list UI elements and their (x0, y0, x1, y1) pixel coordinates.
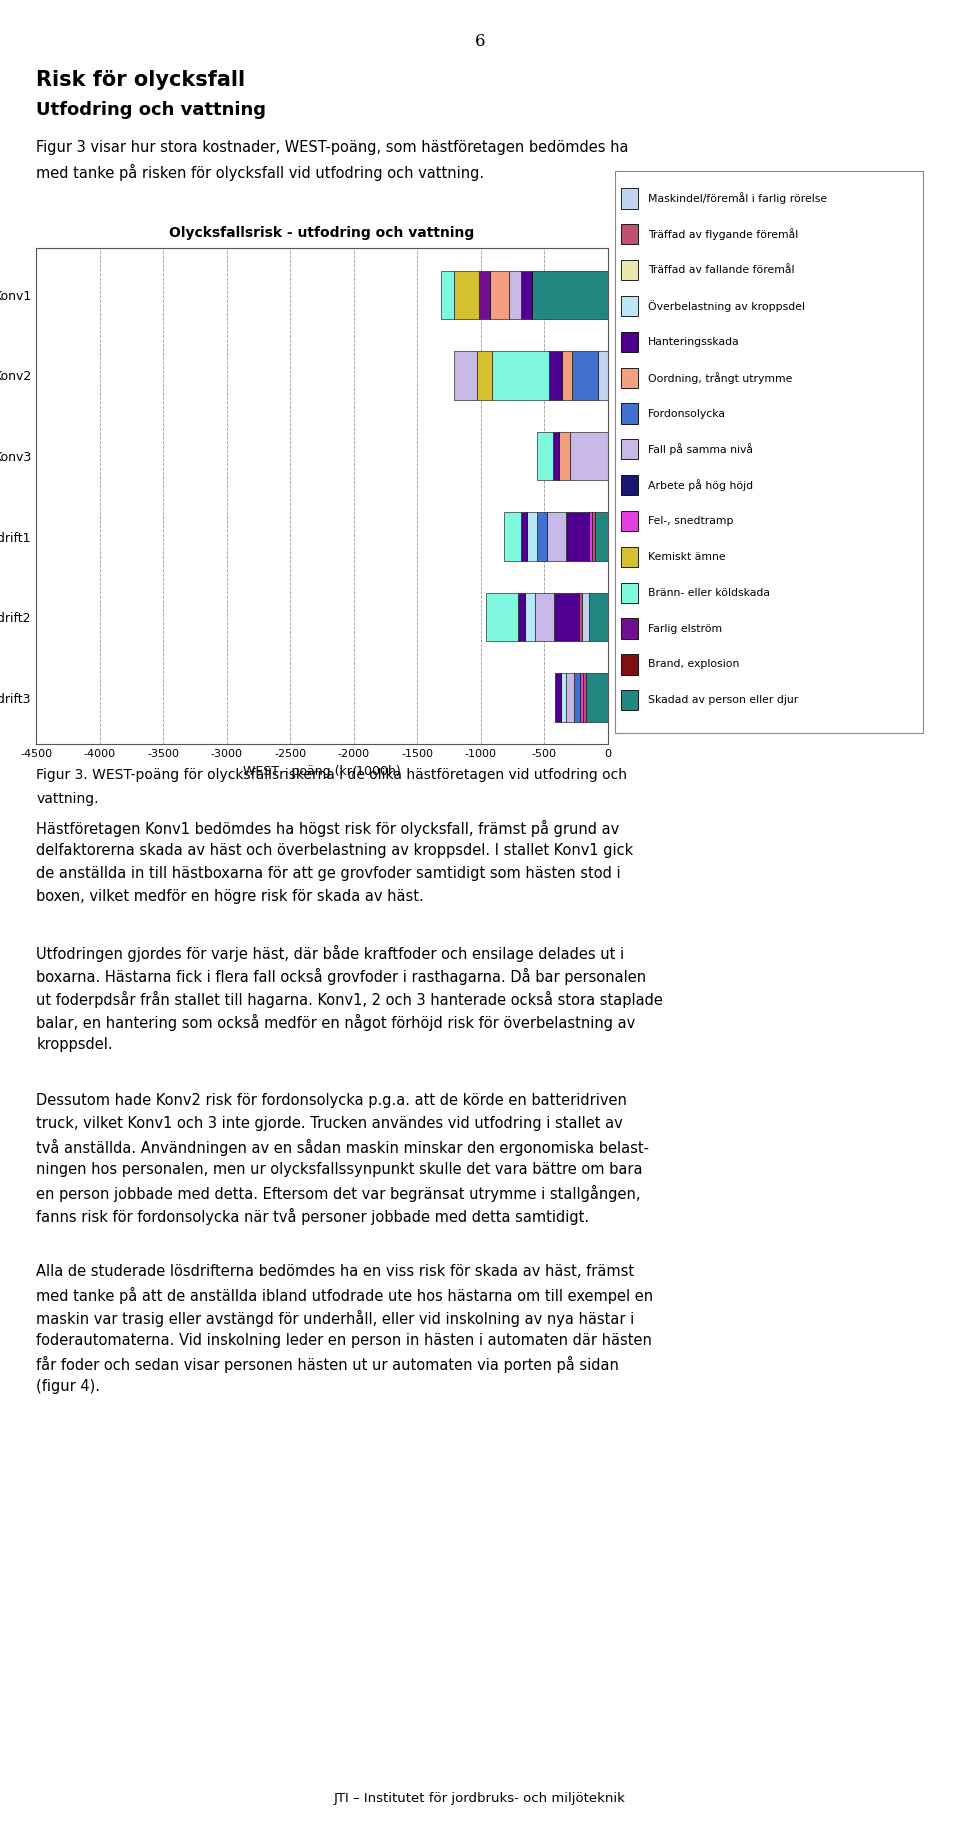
Text: delfaktorerna skada av häst och överbelastning av kroppsdel. I stallet Konv1 gic: delfaktorerna skada av häst och överbela… (36, 842, 634, 858)
Text: boxarna. Hästarna fick i flera fall också grovfoder i rasthagarna. Då bar person: boxarna. Hästarna fick i flera fall ocks… (36, 967, 647, 985)
Bar (555, 673, 562, 722)
Bar (589, 513, 591, 561)
Text: Farlig elström: Farlig elström (648, 623, 722, 634)
Bar (454, 351, 477, 399)
Text: Kemiskt ämne: Kemiskt ämne (648, 551, 726, 562)
Text: Utfodring och vattning: Utfodring och vattning (36, 101, 267, 119)
Bar (562, 673, 566, 722)
Text: (figur 4).: (figur 4). (36, 1378, 101, 1393)
Bar (509, 270, 521, 320)
Bar (527, 513, 538, 561)
Text: vattning.: vattning. (36, 792, 99, 807)
Bar (549, 351, 562, 399)
Bar (562, 351, 572, 399)
Text: Utfodringen gjordes för varje häst, där både kraftfoder och ensilage delades ut : Utfodringen gjordes för varje häst, där … (36, 945, 625, 961)
Bar (574, 673, 581, 722)
Text: foderautomaterna. Vid inskolning leder en person in hästen i automaten där häste: foderautomaterna. Vid inskolning leder e… (36, 1333, 653, 1347)
Bar (487, 594, 518, 641)
Bar (532, 270, 608, 320)
Bar (583, 594, 588, 641)
Text: Dessutom hade Konv2 risk för fordonsolycka p.g.a. att de körde en batteridriven: Dessutom hade Konv2 risk för fordonsolyc… (36, 1092, 627, 1108)
Text: 6: 6 (475, 33, 485, 50)
Text: boxen, vilket medför en högre risk för skada av häst.: boxen, vilket medför en högre risk för s… (36, 888, 424, 904)
Text: Alla de studerade lösdrifterna bedömdes ha en viss risk för skada av häst, främs: Alla de studerade lösdrifterna bedömdes … (36, 1265, 635, 1279)
Bar (595, 513, 608, 561)
Text: de anställda in till hästboxarna för att ge grovfoder samtidigt som hästen stod : de anställda in till hästboxarna för att… (36, 866, 621, 880)
Text: fanns risk för fordonsolycka när två personer jobbade med detta samtidigt.: fanns risk för fordonsolycka när två per… (36, 1208, 589, 1224)
Text: två anställda. Användningen av en sådan maskin minskar den ergonomiska belast-: två anställda. Användningen av en sådan … (36, 1138, 650, 1156)
Bar (490, 270, 509, 320)
Text: Oordning, trångt utrymme: Oordning, trångt utrymme (648, 371, 792, 384)
Text: Fel-, snedtramp: Fel-, snedtramp (648, 516, 733, 526)
Text: ut foderpdsår från stallet till hagarna. Konv1, 2 och 3 hanterade också stora st: ut foderpdsår från stallet till hagarna.… (36, 991, 663, 1007)
Text: Figur 3. WEST-poäng för olycksfallsriskerna i de olika hästföretagen vid utfodri: Figur 3. WEST-poäng för olycksfallsriske… (36, 768, 628, 783)
Text: Risk för olycksfall: Risk för olycksfall (36, 70, 246, 90)
Bar (583, 673, 587, 722)
Text: Träffad av flygande föremål: Träffad av flygande föremål (648, 228, 799, 241)
Text: Fordonsolycka: Fordonsolycka (648, 408, 726, 419)
Text: får foder och sedan visar personen hästen ut ur automaten via porten på sidan: får foder och sedan visar personen häste… (36, 1356, 619, 1373)
Bar (454, 270, 479, 320)
Title: Olycksfallsrisk - utfodring och vattning: Olycksfallsrisk - utfodring och vattning (170, 226, 474, 241)
Text: Arbete på hög höjd: Arbete på hög höjd (648, 480, 754, 491)
Bar (524, 594, 535, 641)
Text: Hästföretagen Konv1 bedömdes ha högst risk för olycksfall, främst på grund av: Hästföretagen Konv1 bedömdes ha högst ri… (36, 820, 620, 836)
Bar (560, 432, 569, 480)
Bar (521, 270, 532, 320)
Bar (477, 351, 492, 399)
Bar (569, 432, 608, 480)
Text: Träffad av fallande föremål: Träffad av fallande föremål (648, 265, 795, 276)
Bar (547, 513, 566, 561)
Bar (492, 351, 549, 399)
Text: en person jobbade med detta. Eftersom det var begränsat utrymme i stallgången,: en person jobbade med detta. Eftersom de… (36, 1184, 641, 1202)
Bar (588, 594, 608, 641)
Text: Hanteringsskada: Hanteringsskada (648, 336, 740, 347)
Bar (518, 594, 524, 641)
Text: Fall på samma nivå: Fall på samma nivå (648, 443, 753, 456)
Text: kroppsdel.: kroppsdel. (36, 1037, 113, 1051)
Text: balar, en hantering som också medför en något förhöjd risk för överbelastning av: balar, en hantering som också medför en … (36, 1013, 636, 1031)
Bar (479, 270, 490, 320)
Bar (554, 594, 579, 641)
Text: med tanke på att de anställda ibland utfodrade ute hos hästarna om till exempel : med tanke på att de anställda ibland utf… (36, 1287, 654, 1303)
X-axis label: WEST - poäng (kr/1000h): WEST - poäng (kr/1000h) (243, 765, 401, 777)
Bar (538, 513, 547, 561)
Bar (581, 673, 583, 722)
Text: truck, vilket Konv1 och 3 inte gjorde. Trucken användes vid utfodring i stallet : truck, vilket Konv1 och 3 inte gjorde. T… (36, 1116, 623, 1130)
Text: Maskindel/föremål i farlig rörelse: Maskindel/föremål i farlig rörelse (648, 193, 828, 204)
Bar (504, 513, 520, 561)
Bar (587, 673, 608, 722)
Text: JTI – Institutet för jordbruks- och miljöteknik: JTI – Institutet för jordbruks- och milj… (334, 1792, 626, 1805)
Bar (572, 351, 597, 399)
Text: Brand, explosion: Brand, explosion (648, 660, 739, 669)
Text: med tanke på risken för olycksfall vid utfodring och vattning.: med tanke på risken för olycksfall vid u… (36, 164, 485, 180)
Bar (597, 351, 608, 399)
Bar (566, 513, 589, 561)
Text: maskin var trasig eller avstängd för underhåll, eller vid inskolning av nya häst: maskin var trasig eller avstängd för und… (36, 1309, 635, 1327)
Bar (537, 432, 553, 480)
Text: Bränn- eller köldskada: Bränn- eller köldskada (648, 588, 770, 597)
Bar (566, 673, 574, 722)
Text: Överbelastning av kroppsdel: Överbelastning av kroppsdel (648, 300, 805, 312)
Bar (535, 594, 554, 641)
Text: Figur 3 visar hur stora kostnader, WEST-poäng, som hästföretagen bedömdes ha: Figur 3 visar hur stora kostnader, WEST-… (36, 140, 629, 154)
Bar (579, 594, 583, 641)
Text: ningen hos personalen, men ur olycksfallssynpunkt skulle det vara bättre om bara: ningen hos personalen, men ur olycksfall… (36, 1162, 643, 1176)
Bar (553, 432, 560, 480)
Bar (520, 513, 527, 561)
Bar (591, 513, 595, 561)
Text: Skadad av person eller djur: Skadad av person eller djur (648, 695, 799, 706)
Bar (442, 270, 454, 320)
